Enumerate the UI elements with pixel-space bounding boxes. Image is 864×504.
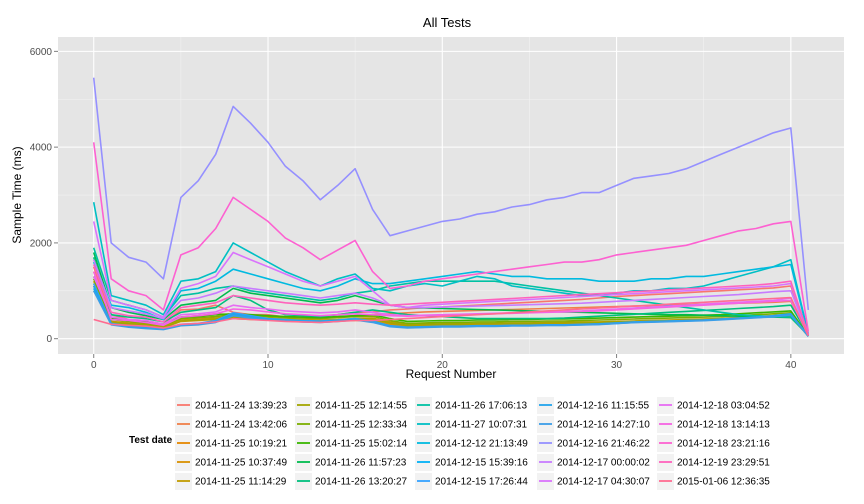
x-tick-label: 40 (785, 360, 797, 371)
legend-item: 2014-11-25 11:14:29 (175, 473, 287, 490)
legend-label: 2014-11-24 13:39:23 (195, 401, 288, 412)
legend-item: 2014-11-25 12:33:34 (295, 416, 408, 433)
legend-item: 2014-11-24 13:39:23 (175, 397, 288, 414)
series-lines (92, 77, 810, 337)
x-tick-label: 10 (262, 360, 274, 371)
legend-item: 2014-11-25 10:19:21 (175, 435, 288, 452)
series-line-23 (92, 142, 810, 332)
legend-label: 2014-12-15 17:26:44 (435, 477, 528, 488)
legend: Test date 2014-11-24 13:39:23 2014-11-24 … (129, 397, 770, 490)
legend-item: 2014-12-18 13:14:13 (657, 416, 770, 433)
legend-label: 2014-12-18 03:04:52 (677, 401, 770, 412)
legend-label: 2014-11-27 10:07:31 (435, 420, 528, 431)
legend-item: 2014-12-16 21:46:22 (537, 435, 650, 452)
legend-item: 2014-11-26 17:06:13 (415, 397, 528, 414)
y-tick-label: 4000 (30, 143, 53, 154)
legend-label: 2014-12-16 14:27:10 (557, 420, 650, 431)
series-line-19 (92, 259, 810, 336)
legend-label: 2014-12-18 23:21:16 (677, 439, 770, 450)
legend-label: 2014-12-17 00:00:02 (557, 458, 650, 469)
legend-item: 2014-12-17 04:30:07 (537, 473, 650, 490)
legend-label: 2014-11-25 12:33:34 (315, 420, 408, 431)
series-line-11 (92, 247, 809, 335)
series-line-18 (92, 77, 810, 310)
legend-item: 2014-11-25 12:14:55 (295, 397, 408, 414)
grid-major (58, 37, 844, 354)
legend-label: 2014-12-16 21:46:22 (557, 439, 650, 450)
legend-item: 2014-12-15 15:39:16 (415, 454, 528, 471)
legend-label: 2014-12-16 11:15:55 (557, 401, 650, 412)
legend-label: 2014-11-26 11:57:23 (315, 458, 407, 469)
series-line-7 (92, 278, 809, 337)
grid-minor (58, 37, 844, 354)
x-tick-label: 20 (437, 360, 449, 371)
legend-label: 2015-01-06 12:36:35 (677, 477, 770, 488)
legend-label: 2014-12-17 04:30:07 (557, 477, 650, 488)
series-line-9 (92, 252, 809, 336)
legend-label: 2014-12-15 15:39:16 (435, 458, 528, 469)
legend-label: 2014-11-25 15:02:14 (315, 439, 408, 450)
x-axis-ticks: 0 10 20 30 40 (91, 354, 797, 371)
legend-item: 2014-12-15 17:26:44 (415, 473, 528, 490)
legend-item: 2014-12-16 14:27:10 (537, 416, 650, 433)
x-tick-label: 30 (611, 360, 623, 371)
legend-item: 2014-12-17 00:00:02 (537, 454, 650, 471)
legend-label: 2014-12-12 21:13:49 (435, 439, 528, 450)
legend-item: 2014-12-18 03:04:52 (657, 397, 770, 414)
x-tick-label: 0 (91, 360, 97, 371)
legend-item: 2014-11-26 13:20:27 (295, 473, 408, 490)
series-line-8 (92, 276, 809, 337)
legend-item: 2014-12-12 21:13:49 (415, 435, 528, 452)
series-line-20 (92, 221, 810, 335)
chart-title: All Tests (423, 15, 472, 30)
series-line-22 (92, 271, 810, 336)
series-line-13 (92, 261, 810, 335)
y-tick-label: 0 (46, 334, 52, 345)
legend-item: 2014-12-18 23:21:16 (657, 435, 770, 452)
legend-item: 2014-11-24 13:42:06 (175, 416, 288, 433)
y-tick-label: 2000 (30, 238, 53, 249)
series-line-10 (92, 257, 809, 336)
legend-label: 2014-11-25 12:14:55 (315, 401, 408, 412)
legend-label: 2014-11-24 13:42:06 (195, 420, 288, 431)
legend-label: 2014-11-26 17:06:13 (435, 401, 528, 412)
y-tick-label: 6000 (30, 47, 53, 58)
legend-title: Test date (129, 435, 173, 446)
legend-label: 2014-11-25 10:37:49 (195, 458, 288, 469)
legend-item: 2014-12-16 11:15:55 (537, 397, 650, 414)
legend-label: 2014-11-25 10:19:21 (195, 439, 288, 450)
legend-label: 2014-12-18 13:14:13 (677, 420, 770, 431)
x-axis-title: Request Number (406, 367, 497, 381)
legend-label: 2014-12-19 23:29:51 (677, 458, 770, 469)
series-line-25 (93, 296, 810, 337)
legend-label: 2014-11-25 11:14:29 (195, 477, 287, 488)
legend-item: 2014-11-26 11:57:23 (295, 454, 407, 471)
legend-item: 2014-12-19 23:29:51 (657, 454, 770, 471)
legend-item: 2014-11-25 10:37:49 (175, 454, 288, 471)
legend-label: 2014-11-26 13:20:27 (315, 477, 408, 488)
y-axis-ticks: 0 2000 4000 6000 (30, 47, 58, 345)
y-axis-title: Sample Time (ms) (10, 146, 24, 243)
legend-item: 2014-11-27 10:07:31 (415, 416, 528, 433)
legend-item: 2015-01-06 12:36:35 (657, 473, 770, 490)
legend-item: 2014-11-25 15:02:14 (295, 435, 408, 452)
series-line-24 (92, 264, 810, 336)
